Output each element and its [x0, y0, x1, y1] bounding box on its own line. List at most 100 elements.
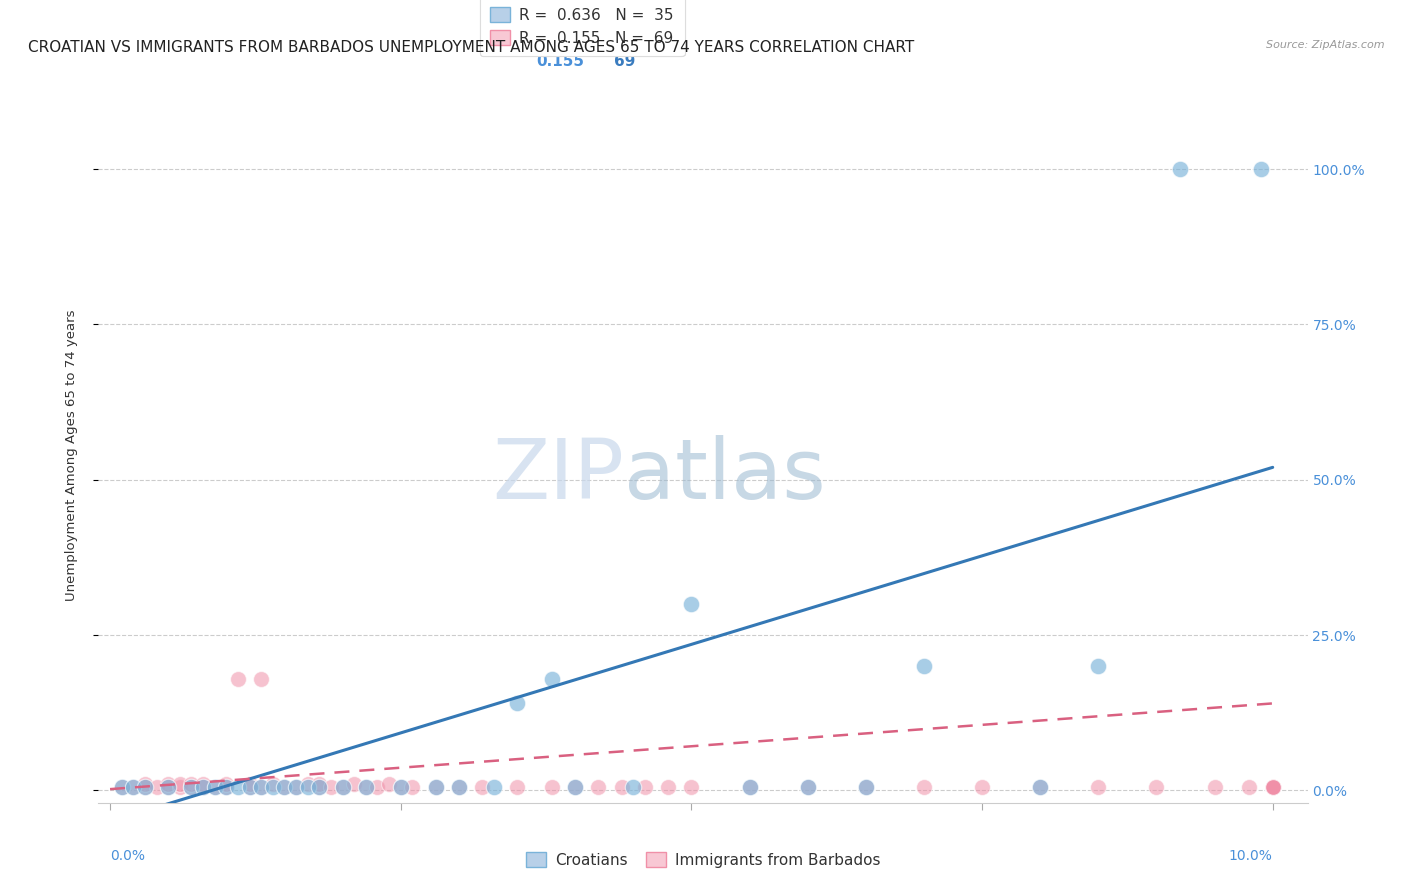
Point	[354, 780, 377, 795]
Point	[1204, 780, 1226, 795]
Point	[1261, 780, 1284, 795]
Point	[1261, 780, 1284, 795]
Point	[250, 780, 273, 795]
Point	[111, 780, 134, 795]
Point	[1261, 780, 1284, 795]
Point	[226, 780, 249, 795]
Point	[447, 780, 470, 795]
Point	[471, 780, 494, 795]
Point	[285, 780, 308, 795]
Point	[273, 780, 295, 795]
Point	[1029, 780, 1052, 795]
Point	[204, 780, 226, 795]
Point	[1261, 780, 1284, 795]
Text: 0.155: 0.155	[536, 54, 583, 70]
Text: ZIP: ZIP	[492, 435, 624, 516]
Point	[1261, 780, 1284, 795]
Point	[738, 780, 761, 795]
Point	[297, 780, 319, 795]
Point	[250, 780, 273, 795]
Point	[564, 780, 586, 795]
Point	[285, 780, 308, 795]
Point	[215, 780, 238, 795]
Point	[297, 777, 319, 791]
Point	[401, 780, 423, 795]
Y-axis label: Unemployment Among Ages 65 to 74 years: Unemployment Among Ages 65 to 74 years	[65, 310, 77, 600]
Point	[262, 780, 284, 795]
Point	[610, 780, 633, 795]
Point	[1261, 780, 1284, 795]
Point	[634, 780, 657, 795]
Point	[239, 780, 262, 795]
Point	[506, 780, 529, 795]
Point	[389, 780, 412, 795]
Point	[191, 780, 214, 795]
Point	[796, 780, 818, 795]
Point	[204, 780, 226, 795]
Point	[1250, 162, 1272, 177]
Point	[239, 777, 262, 791]
Point	[134, 777, 156, 791]
Point	[1087, 780, 1109, 795]
Point	[319, 780, 342, 795]
Point	[191, 780, 214, 795]
Point	[157, 780, 180, 795]
Point	[425, 780, 447, 795]
Point	[447, 780, 470, 795]
Point	[180, 780, 202, 795]
Point	[332, 780, 354, 795]
Point	[1261, 780, 1284, 795]
Text: CROATIAN VS IMMIGRANTS FROM BARBADOS UNEMPLOYMENT AMONG AGES 65 TO 74 YEARS CORR: CROATIAN VS IMMIGRANTS FROM BARBADOS UNE…	[28, 40, 914, 55]
Legend: Croatians, Immigrants from Barbados: Croatians, Immigrants from Barbados	[517, 845, 889, 875]
Point	[970, 780, 993, 795]
Point	[169, 780, 191, 795]
Point	[239, 780, 262, 795]
Point	[796, 780, 818, 795]
Point	[180, 780, 202, 795]
Point	[540, 672, 562, 686]
Text: 0.636: 0.636	[536, 27, 585, 42]
Point	[912, 780, 935, 795]
Point	[564, 780, 586, 795]
Point	[681, 780, 703, 795]
Point	[482, 780, 505, 795]
Point	[389, 780, 412, 795]
Point	[308, 777, 330, 791]
Point	[215, 780, 238, 795]
Text: Source: ZipAtlas.com: Source: ZipAtlas.com	[1267, 40, 1385, 50]
Point	[621, 780, 644, 795]
Point	[378, 777, 401, 791]
Point	[1261, 780, 1284, 795]
Point	[226, 672, 249, 686]
Text: 69: 69	[613, 54, 636, 70]
Point	[1261, 780, 1284, 795]
Point	[1168, 162, 1191, 177]
Point	[343, 777, 366, 791]
Point	[354, 780, 377, 795]
Point	[332, 780, 354, 795]
Point	[134, 780, 156, 795]
Point	[134, 780, 156, 795]
Point	[681, 597, 703, 611]
Point	[122, 780, 145, 795]
Point	[1261, 780, 1284, 795]
Point	[191, 777, 214, 791]
Point	[366, 780, 388, 795]
Point	[1261, 780, 1284, 795]
Point	[1029, 780, 1052, 795]
Point	[425, 780, 447, 795]
Text: atlas: atlas	[624, 435, 827, 516]
Point	[855, 780, 877, 795]
Point	[912, 659, 935, 673]
Point	[308, 780, 330, 795]
Point	[262, 777, 284, 791]
Point	[111, 780, 134, 795]
Point	[1087, 659, 1109, 673]
Point	[169, 777, 191, 791]
Text: 35: 35	[613, 27, 634, 42]
Point	[122, 780, 145, 795]
Point	[273, 780, 295, 795]
Point	[588, 780, 610, 795]
Point	[250, 672, 273, 686]
Point	[855, 780, 877, 795]
